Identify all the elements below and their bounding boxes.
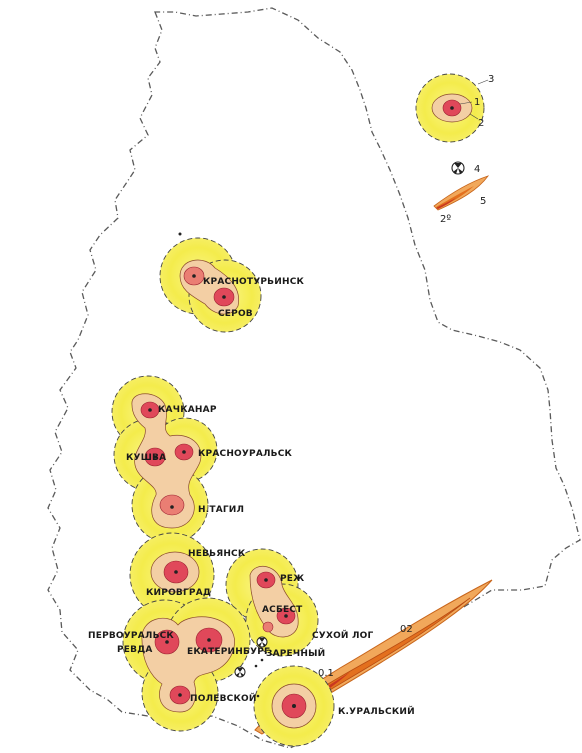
zone-tagil-group	[111, 375, 218, 544]
legend-num-4: 4	[474, 164, 480, 175]
settlement-dot	[260, 658, 264, 662]
label-kushva: КУШВА	[126, 453, 166, 463]
zone-krasnoturinsk-serov	[159, 237, 262, 333]
label-rezh: РЕЖ	[280, 574, 304, 584]
legend-num-1: 1	[474, 97, 480, 108]
map-legend: 1 2 3 4 5 2º	[415, 73, 494, 225]
legend-plume-value: 2º	[440, 214, 451, 225]
label-polevskoy: ПОЛЕВСКОЙ	[190, 692, 257, 704]
plume-label-01: 0.1	[318, 668, 334, 679]
legend-radiation: 4	[451, 161, 480, 175]
label-ekaterinburg: ЕКАТЕРИНБУРГ	[187, 647, 270, 657]
label-ntagil: Н.ТАГИЛ	[198, 505, 244, 515]
label-sukhoi-log: СУХОЙ ЛОГ	[312, 629, 374, 641]
settlement-dot	[178, 232, 182, 236]
label-krasnoturinsk: КРАСНОТУРЬИНСК	[203, 277, 305, 287]
label-kachkanar: КАЧКАНАР	[158, 405, 217, 415]
label-asbest: АСБЕСТ	[262, 605, 303, 615]
label-zarechny: ЗАРЕЧНЫЙ	[266, 647, 325, 659]
legend-plume: 5 2º	[433, 175, 490, 225]
label-serov: СЕРОВ	[218, 309, 253, 319]
label-kirovgrad: КИРОВГРАД	[146, 588, 211, 598]
radiation-hazard-icon	[234, 636, 268, 678]
label-krasnouralsk: КРАСНОУРАЛЬСК	[198, 449, 293, 459]
legend-num-2: 2	[478, 118, 484, 129]
legend-num-3: 3	[488, 74, 494, 85]
city-labels: КРАСНОТУРЬИНСК СЕРОВ КАЧКАНАР КУШВА КРАС…	[88, 277, 415, 717]
label-nevyansk: НЕВЬЯНСК	[188, 549, 246, 559]
zone-nevyansk-kirovgrad	[129, 532, 215, 618]
legend-num-5: 5	[480, 196, 486, 207]
zone-ekaterinburg-group	[122, 597, 251, 732]
label-pervouralsk: ПЕРВОУРАЛЬСК	[88, 631, 174, 641]
zone-kuralsky	[253, 665, 335, 747]
settlement-dot	[254, 664, 258, 668]
legend-rings: 1 2 3	[415, 73, 494, 143]
label-revda: РЕВДА	[117, 645, 153, 655]
label-kuralsky: К.УРАЛЬСКИЙ	[338, 705, 415, 717]
settlement-dot	[256, 694, 260, 698]
plume-label-02: 02	[400, 624, 413, 635]
